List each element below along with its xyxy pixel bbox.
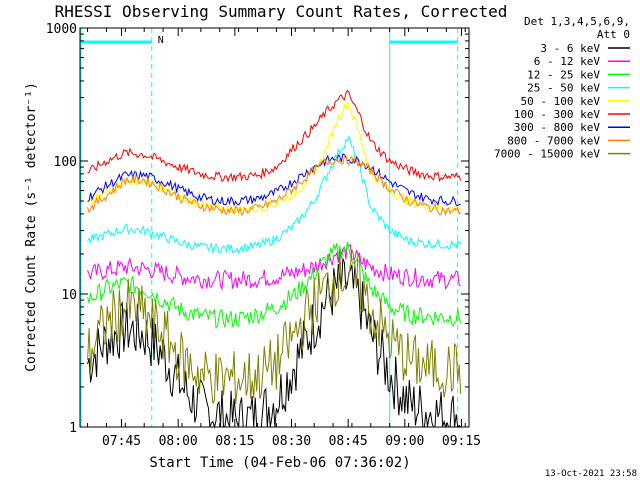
x-tick-label-5: 08:45 xyxy=(329,434,368,449)
series-line-4 xyxy=(87,135,462,255)
legend-label-8: 800 - 7000 keV xyxy=(507,134,600,147)
series-line-9 xyxy=(87,249,462,405)
x-tick-label-3: 08:15 xyxy=(215,434,254,449)
legend-label-3: 12 - 25 keV xyxy=(527,68,600,81)
legend-label-1: 3 - 6 keV xyxy=(540,42,600,55)
legend-label-4: 25 - 50 keV xyxy=(527,82,600,95)
y-tick-label-4: 1000 xyxy=(46,22,77,37)
series-group xyxy=(87,89,462,429)
legend-label-9: 7000 - 15000 keV xyxy=(494,148,600,161)
x-axis-label: Start Time (04-Feb-06 07:36:02) xyxy=(149,455,410,471)
series-line-1 xyxy=(87,258,462,429)
series-line-2 xyxy=(87,242,461,291)
chart-title: RHESSI Observing Summary Count Rates, Co… xyxy=(55,2,508,21)
y-tick-label-3: 100 xyxy=(54,155,77,170)
series-line-7 xyxy=(87,153,461,207)
y-tick-label-1: 1 xyxy=(69,421,77,436)
legend-header-line-2: Att 0 xyxy=(597,28,630,41)
saa-flag-label: N xyxy=(158,35,164,46)
y-axis-label: Corrected Count Rate (s⁻¹ detector⁻¹) xyxy=(24,82,39,372)
axes-group: 1 10 100 1000 07:45 08:00 08:15 08:30 08:45 09:00… xyxy=(46,22,481,449)
x-tick-label-4: 08:30 xyxy=(272,434,311,449)
legend-label-5: 50 - 100 keV xyxy=(521,95,601,108)
timestamp: 13-Oct-2021 23:58 xyxy=(545,469,637,479)
series-line-3 xyxy=(87,241,462,329)
legend-label-2: 6 - 12 keV xyxy=(534,55,601,68)
x-tick-label-6: 09:00 xyxy=(385,434,424,449)
legend-label-6: 100 - 300 keV xyxy=(514,108,600,121)
series-line-6 xyxy=(87,89,462,183)
plot-area: N xyxy=(80,28,459,427)
series-line-8 xyxy=(87,154,461,217)
x-tick-label-1: 07:45 xyxy=(102,434,141,449)
legend-header-line-1: Det 1,3,4,5,6,9, xyxy=(524,15,630,28)
x-tick-label-2: 08:00 xyxy=(159,434,198,449)
plot-frame xyxy=(79,27,470,428)
legend-label-7: 300 - 800 keV xyxy=(514,121,600,134)
y-tick-label-2: 10 xyxy=(61,288,77,303)
x-tick-label-7: 09:15 xyxy=(442,434,481,449)
